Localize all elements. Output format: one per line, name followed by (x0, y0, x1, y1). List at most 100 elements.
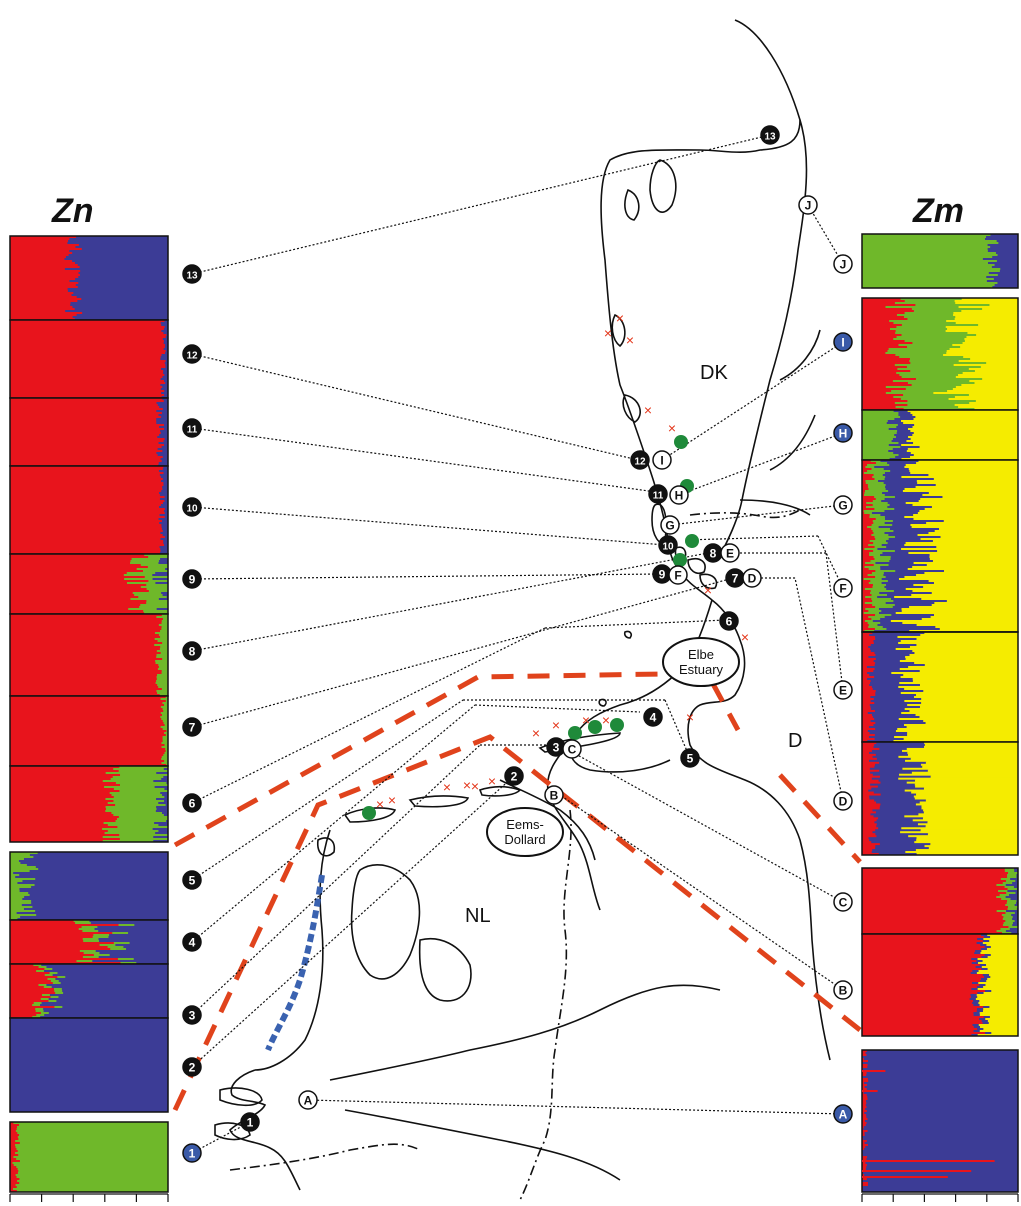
map-site-8: 8 (703, 543, 723, 563)
zn-marker-6: 6 (182, 793, 202, 813)
zm-marker-D-circle (833, 791, 853, 811)
zm-block-H (861, 409, 1019, 461)
zm-block-A (861, 1049, 1019, 1193)
map-site-6-circle (719, 611, 739, 631)
map-site-B: B (544, 785, 564, 805)
map-site-D: D (742, 568, 762, 588)
presence-dots (362, 435, 699, 820)
cross-mark-4: × (668, 420, 676, 436)
zn-block-8 (9, 613, 169, 697)
leader-13 (191, 134, 771, 275)
map-site-8-text: 8 (710, 547, 717, 561)
wadden-texel (316, 837, 336, 857)
zn-marker-10-circle (182, 497, 202, 517)
cross-mark-1: × (604, 325, 612, 341)
map-site-I-text: I (660, 454, 663, 468)
leader-8 (191, 552, 709, 652)
map-site-13-text: 13 (764, 132, 776, 143)
zn-block-7 (9, 695, 169, 767)
map-site-A-circle (298, 1090, 318, 1110)
elbe-line-2: Estuary (678, 662, 724, 677)
zm-marker-E-circle (833, 680, 853, 700)
coast-jutland-east (717, 119, 808, 561)
cross-mark-2: × (626, 332, 634, 348)
island-small-1 (623, 630, 632, 639)
zn-block-6 (9, 765, 169, 843)
zn-marker-13: 13 (182, 264, 202, 284)
zm-marker-A: A (833, 1104, 853, 1124)
coast-netherlands (254, 829, 331, 1071)
zn-title: Zn (52, 192, 94, 230)
leader-C (571, 751, 844, 903)
cross-mark-11: × (602, 712, 610, 728)
elbe-estuary-oval (662, 637, 740, 687)
cross-mark-8: × (532, 725, 540, 741)
leader-5c (664, 699, 691, 759)
map-site-10-text: 10 (662, 542, 674, 553)
zn-marker-2-circle (182, 1057, 202, 1077)
zm-marker-C: C (833, 892, 853, 912)
zn-marker-3-circle (182, 1005, 202, 1025)
ijsselmeer-inner (418, 938, 472, 1002)
zn-block-3 (9, 963, 169, 1019)
ijsselmeer (350, 864, 421, 980)
dashed-red-elbe (709, 680, 862, 864)
map-site-H: H (669, 485, 689, 505)
map-site-J: J (798, 195, 818, 215)
zn-marker-12-text: 12 (186, 351, 198, 362)
zm-marker-E: E (833, 680, 853, 700)
zn-marker-5-circle (182, 870, 202, 890)
leader-G (669, 504, 844, 526)
map-site-1-text: 1 (247, 1116, 254, 1130)
map-site-7: 7 (725, 568, 745, 588)
leader-F-b (685, 535, 819, 541)
cross-mark-13: × (388, 792, 396, 808)
zn-marker-10: 10 (182, 497, 202, 517)
zm-marker-C-circle (833, 892, 853, 912)
map-site-E-text: E (726, 547, 734, 561)
zm-marker-H-text: H (839, 427, 848, 441)
map-site-9-text: 9 (659, 568, 666, 582)
river-2 (344, 1109, 621, 1181)
zm-marker-G-circle (833, 495, 853, 515)
coast-ems (499, 779, 596, 861)
map-site-I: I (652, 450, 672, 470)
zn-marker-13-circle (182, 264, 202, 284)
eems-line-2: Dollard (504, 832, 546, 847)
region-boundaries (172, 671, 862, 1112)
zn-marker-6-circle (182, 793, 202, 813)
delta-island-1 (219, 1087, 263, 1107)
wadden-islands-2 (408, 795, 470, 808)
map-site-G-circle (660, 515, 680, 535)
map-site-J-circle (798, 195, 818, 215)
zm-marker-A-circle (833, 1104, 853, 1124)
leader-E-a (825, 552, 844, 691)
leader-5a (191, 699, 464, 881)
zn-marker-1-circle (182, 1143, 202, 1163)
cross-mark-16: × (471, 778, 479, 794)
zn-marker-13-text: 13 (186, 271, 198, 282)
map-site-2: 2 (504, 766, 524, 786)
leader-3a (191, 744, 481, 1016)
map-site-E-circle (720, 543, 740, 563)
cross-mark-3: × (644, 402, 652, 418)
map-site-H-text: H (675, 489, 684, 503)
zm-block-D-border (861, 741, 1019, 856)
leader-4a (191, 704, 476, 943)
map-site-D-circle (742, 568, 762, 588)
cross-mark-14: × (443, 779, 451, 795)
zm-marker-B: B (833, 980, 853, 1000)
island-pellworm (699, 573, 718, 590)
green-dot-7 (362, 806, 376, 820)
zn-block-10 (9, 465, 169, 555)
map-site-11: 11 (648, 484, 668, 504)
zm-marker-C-text: C (839, 896, 848, 910)
map-site-B-text: B (550, 789, 559, 803)
zn-marker-12: 12 (182, 344, 202, 364)
map-site-13: 13 (760, 125, 780, 145)
zm-population-markers: J I H G F E D C B A (833, 254, 853, 1124)
map-site-12: 12 (630, 450, 650, 470)
cross-mark-12: × (376, 796, 384, 812)
zn-marker-6-text: 6 (189, 797, 196, 811)
